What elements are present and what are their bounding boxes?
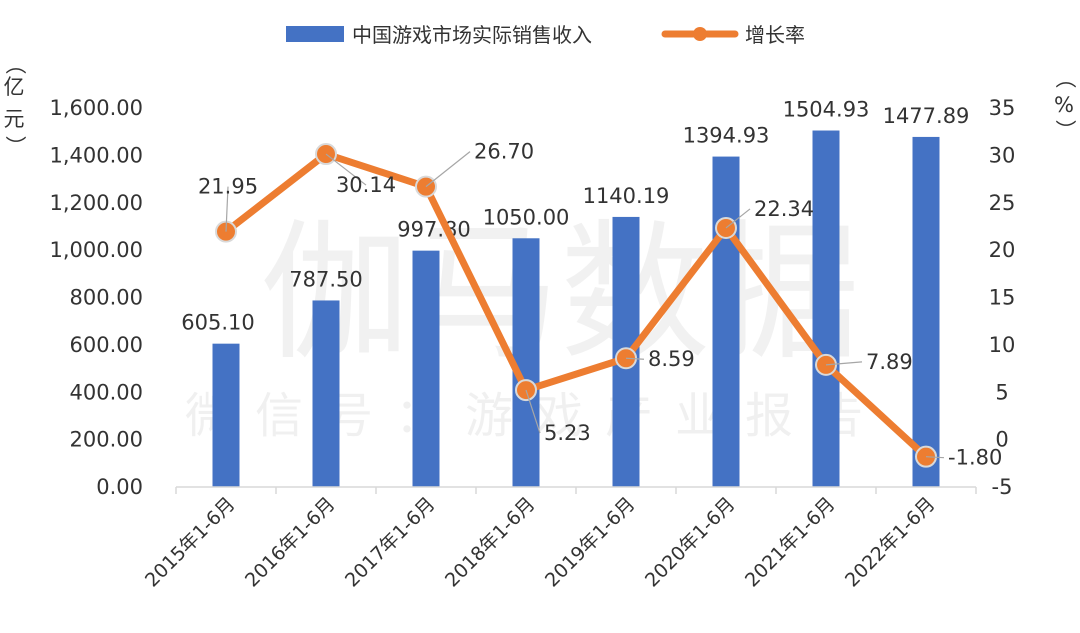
y-right-tick-label: 15 xyxy=(989,286,1016,310)
y-left-unit-char: （ xyxy=(3,54,27,75)
x-tick-label: 2018年1-6月 xyxy=(441,493,540,592)
bar xyxy=(412,250,440,487)
bar xyxy=(712,156,740,487)
bar-series xyxy=(212,130,940,488)
y-right-tick-label: 35 xyxy=(989,96,1016,120)
bar-data-labels: 605.10 787.50 997.80 1050.00 1140.19 1394.93 1… xyxy=(181,98,969,335)
legend-line-label: 增长率 xyxy=(745,23,805,47)
y-right-tick-label: 10 xyxy=(989,333,1016,357)
leader-line xyxy=(725,208,751,229)
bar xyxy=(212,343,240,487)
bar xyxy=(312,300,340,487)
leader-line xyxy=(425,151,471,188)
y-left-unit-char: ） xyxy=(3,136,27,157)
y-left-tick-label: 1,400.00 xyxy=(49,143,143,167)
x-axis: 2015年1-6月 2016年1-6月 2017年1-6月 2018年1-6月 2019… xyxy=(141,487,977,592)
x-tick-label: 2021年1-6月 xyxy=(741,493,840,592)
y-right-unit-char: ） xyxy=(1053,120,1077,141)
y-left-axis: 0.00 200.00 400.00 600.00 800.00 1,000.00 1,20… xyxy=(49,96,143,499)
bar-data-label: 1504.93 xyxy=(783,98,870,122)
y-right-tick-label: 30 xyxy=(989,143,1016,167)
y-right-axis: -5 0 5 10 15 20 25 30 35 xyxy=(989,96,1016,499)
legend-bar-swatch xyxy=(286,26,344,42)
bar-data-label: 1050.00 xyxy=(483,205,570,229)
bar xyxy=(812,130,840,487)
line-data-label: 26.70 xyxy=(474,140,534,164)
y-right-tick-label: -5 xyxy=(992,475,1013,499)
y-left-tick-label: 200.00 xyxy=(70,428,143,452)
line-data-label: 8.59 xyxy=(648,347,695,371)
line-data-label: 7.89 xyxy=(866,350,913,374)
bar-data-label: 605.10 xyxy=(181,311,254,335)
y-left-tick-label: 0.00 xyxy=(96,475,143,499)
y-right-unit: （ % ） xyxy=(1053,68,1077,141)
legend-bar-label: 中国游戏市场实际销售收入 xyxy=(352,23,592,47)
legend-line-marker xyxy=(693,27,707,41)
y-left-tick-label: 600.00 xyxy=(70,333,143,357)
y-left-tick-label: 1,200.00 xyxy=(49,191,143,215)
line-data-label: 5.23 xyxy=(544,421,591,445)
bar-data-label: 997.80 xyxy=(397,218,470,242)
y-right-tick-label: 25 xyxy=(989,191,1016,215)
y-left-tick-label: 800.00 xyxy=(70,286,143,310)
y-right-tick-label: 0 xyxy=(995,428,1008,452)
y-left-unit: （ 亿 元 ） xyxy=(3,54,27,157)
x-tick-label: 2017年1-6月 xyxy=(341,493,440,592)
y-left-unit-char: 亿 xyxy=(4,75,25,99)
y-right-tick-label: 20 xyxy=(989,238,1016,262)
leader-line xyxy=(625,357,645,360)
y-left-tick-label: 400.00 xyxy=(70,380,143,404)
y-right-tick-label: 5 xyxy=(995,380,1008,404)
y-left-tick-label: 1,600.00 xyxy=(49,96,143,120)
y-right-unit-char: % xyxy=(1054,93,1074,117)
bar-data-label: 1394.93 xyxy=(683,124,770,148)
y-left-tick-label: 1,000.00 xyxy=(49,238,143,262)
x-tick-label: 2015年1-6月 xyxy=(141,493,240,592)
leader-line xyxy=(525,389,541,434)
x-tick-label: 2019年1-6月 xyxy=(541,493,640,592)
line-data-label: 22.34 xyxy=(754,197,814,221)
leader-line xyxy=(225,186,229,232)
line-data-label: -1.80 xyxy=(948,446,1002,470)
x-tick-label: 2022年1-6月 xyxy=(841,493,940,592)
leader-line xyxy=(925,456,945,459)
line-data-label: 21.95 xyxy=(198,175,258,199)
bar xyxy=(912,136,940,487)
legend: 中国游戏市场实际销售收入 增长率 xyxy=(286,23,805,47)
bar xyxy=(512,238,540,487)
watermark-main: 伽马数据 xyxy=(260,207,860,381)
leader-line xyxy=(325,153,367,186)
x-tick-label: 2020年1-6月 xyxy=(641,493,740,592)
line-data-label: 30.14 xyxy=(336,173,396,197)
y-right-unit-char: （ xyxy=(1053,68,1077,89)
bar-data-label: 1477.89 xyxy=(883,104,970,128)
bar-data-label: 1140.19 xyxy=(583,184,670,208)
x-tick-label: 2016年1-6月 xyxy=(241,493,340,592)
leader-line xyxy=(825,361,863,366)
bar-data-label: 787.50 xyxy=(289,267,362,291)
line-data-labels: 21.95 30.14 26.70 5.23 8.59 22.34 7.89 -1.80 xyxy=(198,140,1002,470)
y-left-unit-char: 元 xyxy=(4,107,25,131)
growth-line xyxy=(222,150,930,461)
